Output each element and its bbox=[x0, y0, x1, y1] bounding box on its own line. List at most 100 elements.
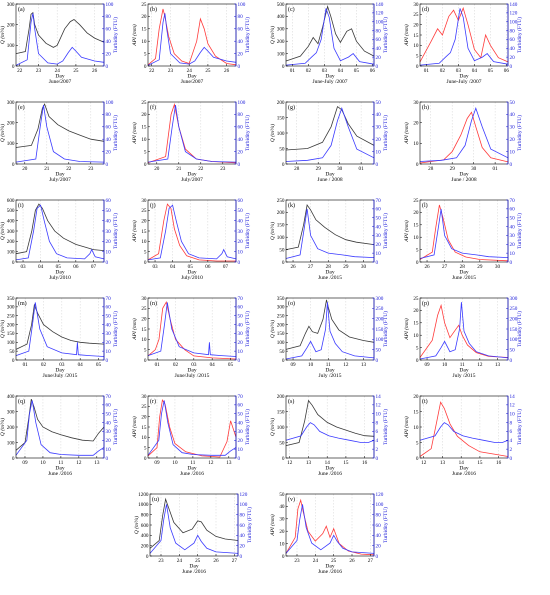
y2-axis-label: Turbidity (FTU) bbox=[244, 409, 251, 445]
y2-tick-label: 140 bbox=[510, 2, 518, 8]
y2-tick-label: 60 bbox=[106, 305, 112, 311]
x-tick-label: 22 bbox=[66, 166, 72, 172]
y2-tick-label: 12 bbox=[510, 403, 516, 409]
x-tick-label: 22 bbox=[198, 166, 204, 172]
y-tick-label: 25 bbox=[413, 198, 419, 204]
y-tick-label: 100 bbox=[277, 425, 285, 431]
x-tick-label: 25 bbox=[73, 68, 79, 74]
y2-tick-label: 20 bbox=[510, 242, 516, 248]
y-tick-label: 15 bbox=[413, 33, 419, 39]
x-tick-label: 23 bbox=[220, 166, 226, 172]
y2-axis-label: Turbidity (FTU) bbox=[244, 311, 251, 347]
y-tick-label: 100 bbox=[7, 43, 15, 49]
y-tick-label: 150 bbox=[277, 331, 285, 337]
x-tick-label: 20 bbox=[154, 166, 160, 172]
period-label: July/2007 bbox=[181, 177, 203, 183]
x-tick-label: 15 bbox=[477, 460, 483, 466]
y-tick-label: 25 bbox=[141, 208, 147, 214]
y-tick-label: 150 bbox=[277, 115, 285, 121]
x-tick-label: 02 bbox=[306, 68, 312, 74]
x-tick-label: 05 bbox=[488, 68, 494, 74]
y-tick-label: 400 bbox=[7, 218, 15, 224]
y-tick-label: 0 bbox=[146, 554, 149, 560]
x-tick-label: 06 bbox=[205, 264, 211, 270]
y2-axis-label: Turbidity (FTU) bbox=[244, 115, 251, 151]
y-tick-label: 5 bbox=[144, 51, 147, 57]
y2-tick-label: 30 bbox=[238, 331, 244, 337]
x-tick-label: 24 bbox=[313, 558, 319, 564]
y-tick-label: 50 bbox=[279, 440, 285, 446]
y-tick-label: 20 bbox=[413, 210, 419, 216]
y-tick-label: 500 bbox=[277, 2, 285, 8]
y-axis-label: API (mm) bbox=[403, 318, 410, 341]
period-label: June/July /2015 bbox=[43, 373, 78, 379]
x-tick-label: 09 bbox=[154, 460, 160, 466]
panel-label: (b) bbox=[150, 6, 157, 13]
x-tick-label: 23 bbox=[168, 68, 174, 74]
series-turb-line bbox=[419, 302, 509, 360]
y2-tick-label: 14 bbox=[510, 394, 516, 400]
y-tick-label: 200 bbox=[277, 100, 285, 106]
x-tick-label: 30 bbox=[495, 264, 501, 270]
y-tick-label: 10 bbox=[413, 235, 419, 241]
panel-label: (o) bbox=[288, 300, 295, 307]
x-tick-label: 13 bbox=[440, 460, 446, 466]
y2-tick-label: 120 bbox=[376, 11, 384, 17]
panel-j: 03 04 05 06 070510152025300102030405060(j)Da… bbox=[131, 198, 251, 281]
y-tick-label: 150 bbox=[277, 223, 285, 229]
y2-tick-label: 0 bbox=[238, 358, 241, 364]
y2-axis-label: Turbidity (FTU) bbox=[244, 213, 251, 249]
y-axis-label: Q (m³/s) bbox=[0, 222, 6, 240]
x-tick-label: 10 bbox=[172, 460, 178, 466]
y2-axis-label: Turbidity (FTU) bbox=[382, 17, 389, 53]
y2-tick-label: 40 bbox=[238, 137, 244, 143]
x-axis-label: Day bbox=[325, 466, 334, 472]
y-tick-label: 250 bbox=[277, 314, 285, 320]
x-tick-label: 30 bbox=[361, 264, 367, 270]
y2-tick-label: 0 bbox=[376, 358, 379, 364]
x-axis-label: Day bbox=[459, 466, 468, 472]
x-tick-label: 26 bbox=[224, 68, 230, 74]
x-tick-label: 06 bbox=[504, 68, 510, 74]
x-axis-label: Day bbox=[325, 172, 334, 178]
y-axis-label: API (mm) bbox=[131, 24, 138, 47]
y2-tick-label: 70 bbox=[238, 296, 244, 302]
y2-axis-label: Turbidity (FTU) bbox=[382, 115, 389, 151]
series-api-line bbox=[419, 204, 509, 262]
x-tick-label: 03 bbox=[191, 362, 197, 368]
panel-r: 09 10 11 12 13 0 5 10 15 20 25 30 0 10 20 30 40 50 60 70 (r)… bbox=[131, 394, 251, 477]
y2-tick-label: 10 bbox=[510, 412, 516, 418]
period-label: July /2015 bbox=[452, 373, 475, 379]
x-axis-label: Day bbox=[325, 74, 334, 80]
y2-tick-label: 70 bbox=[376, 198, 382, 204]
y-axis-label: API (mm) bbox=[131, 416, 138, 439]
y2-tick-label: 100 bbox=[376, 502, 384, 508]
y-tick-label: 200 bbox=[277, 322, 285, 328]
y2-axis-label: Turbidity (FTU) bbox=[382, 213, 389, 249]
y2-tick-label: 200 bbox=[510, 316, 518, 322]
period-label: June/2007 bbox=[181, 79, 204, 85]
y-tick-label: 25 bbox=[141, 404, 147, 410]
y2-tick-label: 10 bbox=[106, 249, 112, 255]
y-tick-label: 400 bbox=[277, 14, 285, 20]
y2-tick-label: 0 bbox=[238, 456, 241, 462]
series-api-line bbox=[285, 498, 375, 556]
y2-tick-label: 70 bbox=[106, 296, 112, 302]
y2-tick-label: 50 bbox=[106, 208, 112, 214]
x-axis-label: Day bbox=[55, 74, 64, 80]
y2-axis-label: Turbidity (FTU) bbox=[516, 115, 523, 151]
y-tick-label: 0 bbox=[282, 260, 285, 266]
y2-tick-label: 100 bbox=[238, 2, 246, 8]
x-tick-label: 12 bbox=[421, 460, 427, 466]
y2-tick-label: 40 bbox=[510, 46, 516, 52]
y-tick-label: 300 bbox=[277, 305, 285, 311]
panel-label: (u) bbox=[152, 496, 159, 503]
y2-tick-label: 30 bbox=[238, 429, 244, 435]
y-tick-label: 5 bbox=[416, 247, 419, 253]
y-tick-label: 300 bbox=[277, 27, 285, 33]
period-label: June /2016 bbox=[452, 471, 476, 477]
plot-frame bbox=[419, 3, 509, 67]
series-turb-line bbox=[285, 106, 375, 162]
y-axis-label: API (mm) bbox=[403, 220, 410, 243]
